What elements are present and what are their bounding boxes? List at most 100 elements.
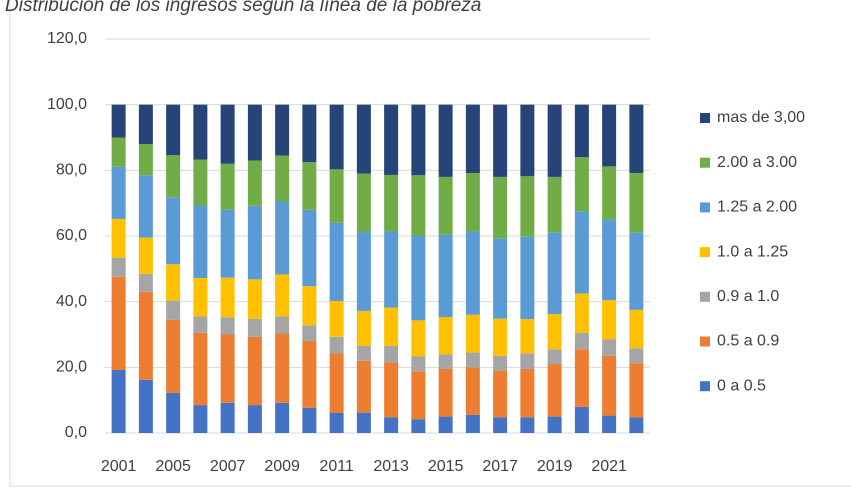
bar-segment	[629, 348, 644, 364]
bar-segment	[138, 273, 153, 292]
legend-swatch	[700, 291, 710, 302]
legend-swatch	[700, 157, 710, 168]
x-tick-label: 2013	[373, 458, 409, 475]
bar-segment	[302, 162, 317, 210]
bar-segment	[602, 166, 617, 220]
bar-segment	[384, 231, 399, 308]
bar-segment	[356, 173, 371, 233]
bar-segment	[465, 104, 480, 173]
bar-segment	[275, 333, 290, 403]
legend-label: 0 a 0.5	[717, 377, 766, 394]
bar-segment	[302, 341, 317, 408]
bar-segment	[384, 174, 399, 232]
x-tick-label: 2007	[210, 458, 246, 475]
bar-segment	[275, 155, 290, 202]
bar-segment	[438, 234, 453, 318]
bar-segment	[111, 257, 126, 277]
x-tick-label: 2021	[591, 458, 627, 475]
x-tick-label: 2015	[428, 458, 464, 475]
bar-segment	[111, 276, 126, 370]
x-tick-label: 2017	[482, 458, 518, 475]
bar-segment	[493, 318, 508, 356]
legend-label: 1.25 a 2.00	[717, 199, 797, 216]
y-tick-label: 100,0	[47, 96, 87, 113]
legend-label: 0.5 a 0.9	[717, 333, 779, 350]
bar-segment	[574, 157, 589, 212]
bar-segment	[547, 232, 562, 315]
bar-segment	[220, 209, 235, 278]
bar-segment	[356, 360, 371, 413]
bar-segment	[438, 317, 453, 355]
bar-segment	[138, 175, 153, 238]
bar-segment	[493, 370, 508, 418]
bar-segment	[411, 320, 426, 357]
bar-segment	[384, 417, 399, 433]
bar-segment	[465, 352, 480, 368]
bar-segment	[520, 236, 535, 320]
legend-label: 1.0 a 1.25	[717, 243, 788, 260]
bar-segment	[275, 274, 290, 317]
bar-segment	[493, 238, 508, 319]
bar-segment	[465, 231, 480, 315]
bar-segment	[329, 104, 344, 170]
bar-segment	[384, 362, 399, 418]
x-tick-label: 2019	[537, 458, 573, 475]
legend-label: 2.00 a 3.00	[717, 154, 797, 171]
bar-segment	[574, 211, 589, 294]
legend-label: 0.9 a 1.0	[717, 288, 779, 305]
bar-segment	[465, 367, 480, 415]
bar-segment	[438, 416, 453, 433]
bar-segment	[329, 169, 344, 223]
legend-swatch	[700, 247, 710, 258]
bar-segment	[247, 279, 262, 319]
bar-segment	[384, 345, 399, 363]
bar-segment	[302, 407, 317, 433]
bar-segment	[465, 414, 480, 433]
chart-title: Distribución de los ingresos según la lí…	[5, 0, 481, 16]
bar-segment	[193, 159, 208, 206]
bar-segment	[356, 412, 371, 433]
bar-segment	[629, 172, 644, 233]
legend-label: mas de 3,00	[717, 109, 805, 126]
bar-segment	[384, 307, 399, 346]
bar-segment	[438, 176, 453, 235]
bar-segment	[111, 137, 126, 167]
bar-segment	[520, 104, 535, 177]
bar-segment	[329, 222, 344, 302]
bar-segment	[138, 144, 153, 176]
bar-segment	[193, 405, 208, 433]
bar-segment	[629, 309, 644, 349]
bar-segment	[166, 104, 181, 156]
bar-segment	[220, 163, 235, 210]
bar-segment	[247, 318, 262, 337]
y-tick-label: 60,0	[56, 227, 87, 244]
y-tick-label: 120,0	[47, 30, 87, 47]
y-tick-label: 20,0	[56, 359, 87, 376]
bar-segment	[356, 232, 371, 311]
x-tick-label: 2001	[101, 458, 137, 475]
y-tick-label: 80,0	[56, 162, 87, 179]
bar-segment	[356, 345, 371, 361]
bar-segment	[247, 104, 262, 161]
bar-segment	[547, 349, 562, 365]
bar-segment	[111, 218, 126, 258]
bar-segment	[411, 371, 426, 420]
bar-segment	[247, 405, 262, 433]
bar-segment	[574, 293, 589, 333]
legend-swatch	[700, 336, 710, 347]
bar-segment	[547, 416, 562, 433]
bar-segment	[411, 104, 426, 176]
bar-segment	[220, 317, 235, 335]
bar-segment	[193, 278, 208, 317]
bar-segment	[247, 336, 262, 406]
bar-segment	[275, 201, 290, 275]
y-tick-label: 0,0	[65, 424, 87, 441]
x-tick-label: 2009	[264, 458, 300, 475]
bar-segment	[356, 310, 371, 346]
bar-segment	[438, 368, 453, 417]
bar-segment	[602, 355, 617, 416]
bar-segment	[138, 237, 153, 274]
legend-swatch	[700, 113, 710, 123]
bar-segment	[166, 264, 181, 301]
